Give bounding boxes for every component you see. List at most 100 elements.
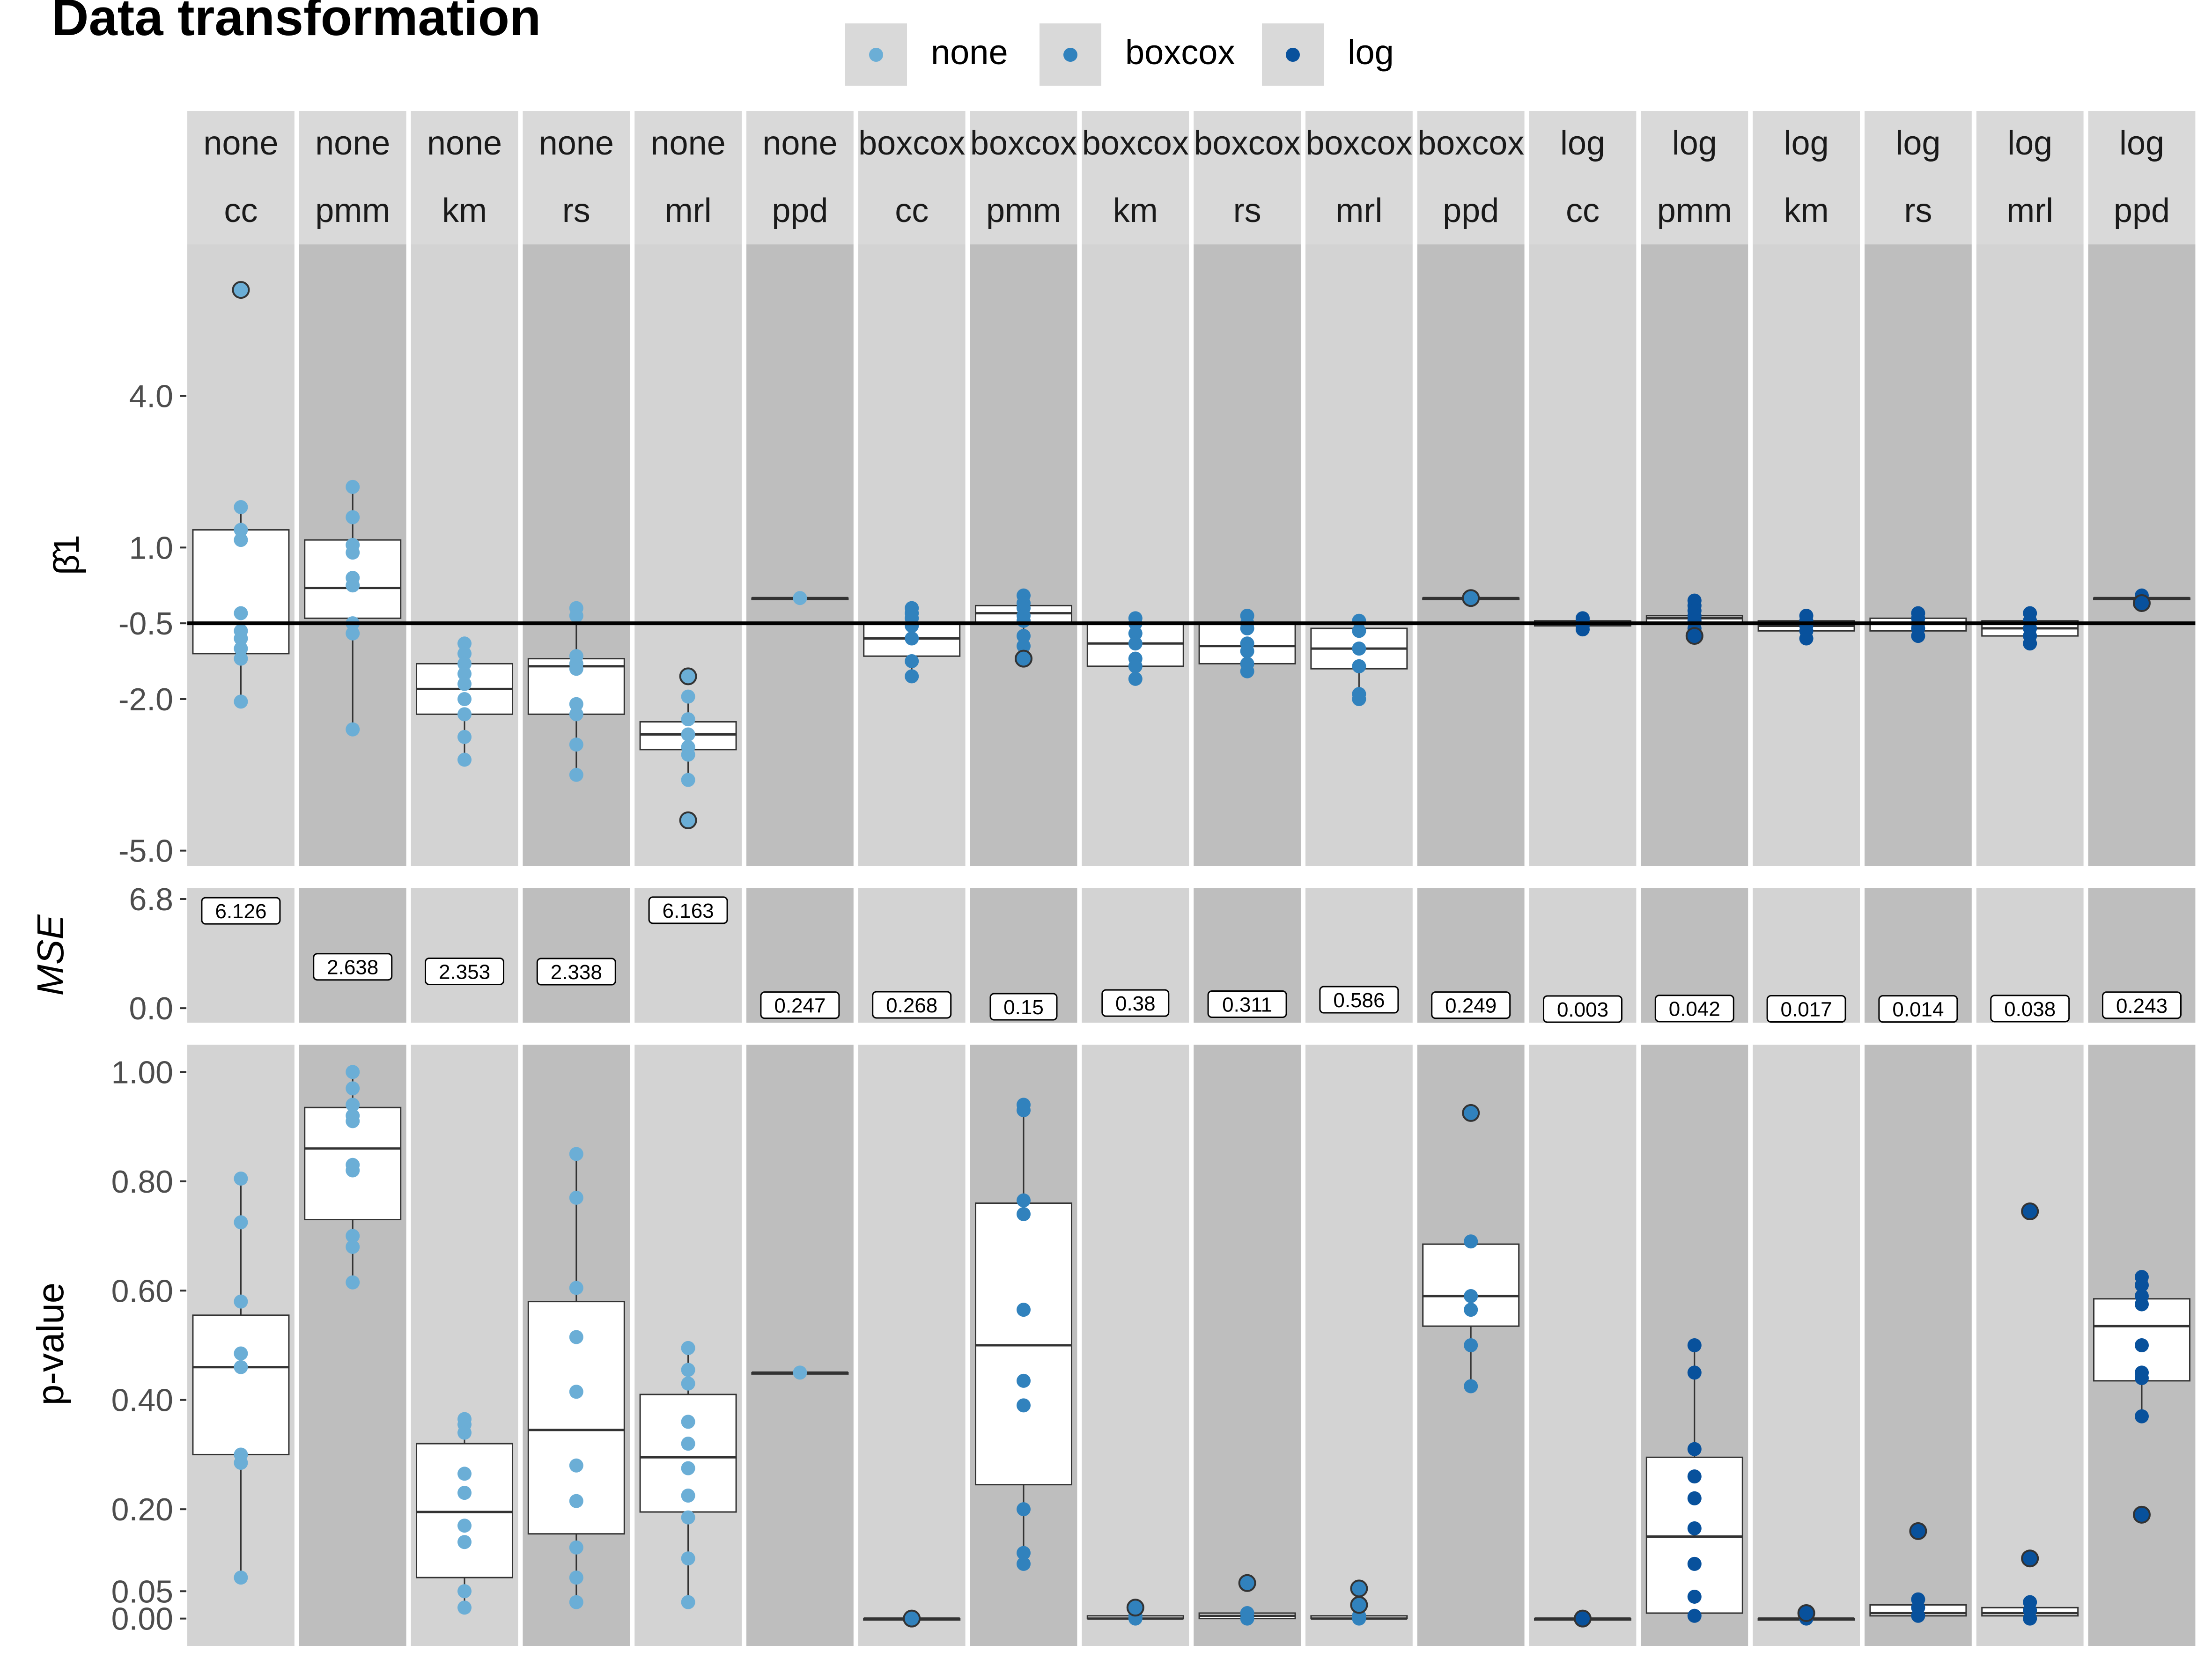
panel-background [1417,244,1525,866]
strip-background [2088,111,2196,244]
data-point [1352,641,1366,656]
data-point [681,1510,695,1525]
data-point [681,1437,695,1451]
strip-background [1194,111,1301,244]
facet-strip: log cc [1529,111,1637,244]
beta-box [192,281,290,709]
pvalue-box [192,1171,290,1585]
data-point [1017,613,1031,628]
mse-label-text: 6.126 [215,900,266,923]
strip-method-label: rs [1904,192,1932,229]
data-point [234,1571,248,1585]
strip-method-label: mrl [2006,192,2053,229]
data-point [569,767,583,782]
mse-axis-title: MSE [29,914,71,996]
box [975,1202,1072,1486]
beta-tick-label: -0.5 [118,606,173,641]
mse-label-text: 0.014 [1892,998,1944,1021]
data-point [346,722,360,737]
panel-background [970,244,1077,866]
box [192,1314,290,1455]
strip-background [1529,111,1637,244]
data-point [569,707,583,722]
pvalue-tick-label: 0.60 [111,1273,173,1309]
data-point [346,546,360,560]
strip-method-label: ppd [2114,192,2170,229]
pvalue-tick-label: 0.20 [111,1492,173,1527]
panel-background [523,888,630,1023]
box [416,1443,513,1578]
data-point [1017,1502,1031,1517]
strip-transform-label: boxcox [1082,125,1189,162]
data-point [1017,1193,1031,1208]
pvalue-box [1422,1104,1520,1394]
pvalue-box [1981,1202,2079,1626]
data-point [1240,664,1254,678]
beta-tick-label: 1.0 [129,530,173,566]
strip-transform-label: boxcox [1194,125,1301,162]
beta-box [416,636,513,767]
data-point [569,662,583,676]
data-point [1017,1546,1031,1560]
mse-value: 2.338 [536,958,616,986]
pvalue-box [416,1412,513,1615]
legend-item: none [845,23,1008,86]
panel-background [1305,244,1413,866]
beta-box [639,667,737,829]
pvalue-box [2093,1270,2190,1524]
data-point [681,712,695,727]
data-point [905,654,919,669]
outlier-point [2021,1549,2039,1568]
outlier-point [1685,627,1703,645]
pvalue-box [1198,1574,1296,1626]
pvalue-box [639,1341,737,1609]
strip-transform-label: boxcox [1305,125,1412,162]
strip-background [746,111,854,244]
data-point [234,651,248,666]
outlier-point [1126,1599,1144,1617]
strip-background [523,111,630,244]
beta-box [1086,611,1184,686]
data-point [1017,1373,1031,1388]
beta-box [1310,613,1408,706]
data-point [457,677,472,691]
facet-strip: none rs [523,111,630,244]
mse-value: 0.038 [1990,995,2070,1023]
data-point [681,1363,695,1377]
outlier-point [1574,1609,1592,1628]
outlier-point [2133,594,2151,612]
data-point [1352,659,1366,673]
pvalue-tick-label: 0.05 [111,1574,173,1609]
data-point [346,626,360,641]
strip-transform-label: none [427,125,502,162]
beta-box [1422,589,1520,607]
data-point [681,747,695,762]
outlier-point [1462,1104,1480,1122]
data-point [234,1294,248,1309]
data-point [569,1595,583,1609]
mse-value: 0.249 [1431,991,1511,1019]
data-point [457,667,472,681]
mse-label-text: 0.042 [1669,998,1720,1021]
data-point [234,523,248,537]
data-point [905,631,919,646]
data-point [346,1275,360,1290]
pvalue-box [1534,1609,1631,1628]
outlier-point [2133,1505,2151,1524]
data-point [457,1467,472,1481]
data-point [457,1425,472,1440]
data-point [2135,1409,2149,1423]
facet-strip: boxcox ppd [1417,111,1525,244]
data-point [1799,631,1814,646]
data-point [569,1494,583,1508]
strip-method-label: ppd [772,192,828,229]
mse-label-text: 0.15 [1003,996,1044,1019]
facet-strip: boxcox cc [858,111,966,244]
mse-label-box [536,958,616,986]
mse-tick-label: 0.0 [129,991,173,1026]
facet-strip: log ppd [2088,111,2196,244]
mse-label-box [1101,989,1170,1017]
data-point [346,1114,360,1128]
data-point [1687,1442,1702,1456]
data-point [569,1330,583,1344]
